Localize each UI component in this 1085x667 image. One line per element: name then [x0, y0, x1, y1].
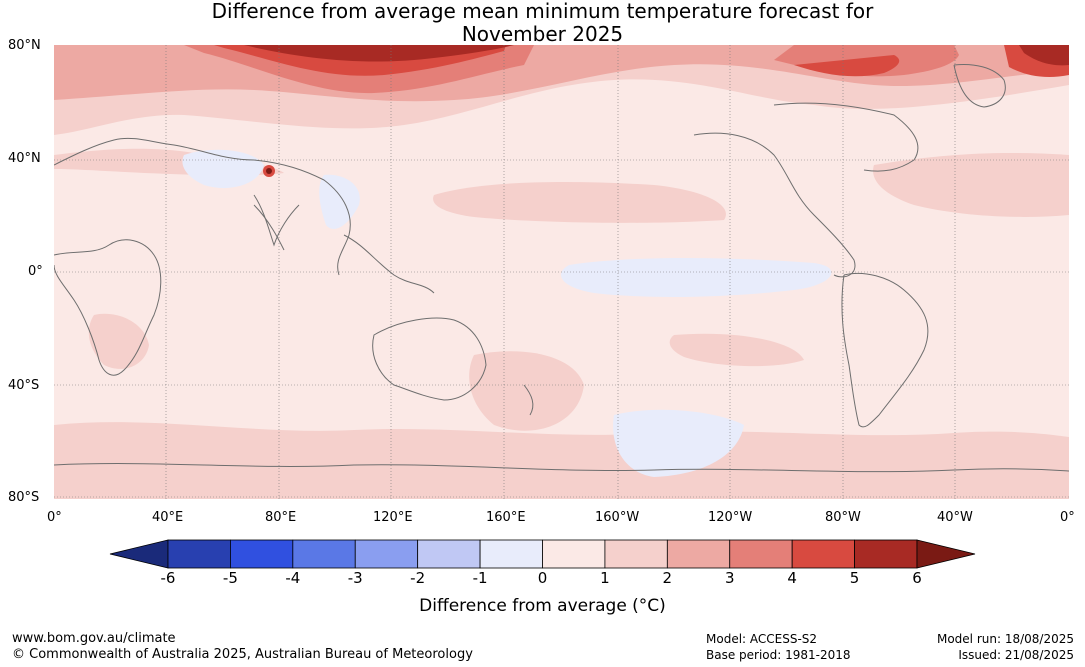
- lon-label-40e: 40°E: [152, 510, 184, 525]
- lat-label-40s: 40°S: [8, 378, 40, 393]
- forecast-map: [54, 45, 1069, 499]
- colorbar-tick-label: 0: [537, 569, 548, 587]
- colorbar-tick-label: 3: [724, 569, 735, 587]
- colorbar-tick-label: 2: [662, 569, 673, 587]
- footer-model-run: Model run: 18/08/2025: [936, 632, 1074, 646]
- lon-label-80w: 80°W: [825, 510, 861, 525]
- lon-label-120w: 120°W: [708, 510, 753, 525]
- colorbar-bin-2: [292, 539, 356, 569]
- colorbar-bin-1: [230, 539, 294, 569]
- map-title-line2: November 2025: [461, 22, 624, 46]
- lat-label-40n: 40°N: [8, 151, 41, 166]
- colorbar-tick-label: -2: [410, 569, 426, 587]
- lat-label-80s: 80°S: [8, 490, 40, 505]
- colorbar-bin-6: [542, 539, 606, 569]
- colorbar-bin-8: [666, 539, 731, 569]
- colorbar-tick-label: -4: [285, 569, 301, 587]
- footer-model: Model: ACCESS-S2: [706, 632, 818, 646]
- map-canvas: [54, 45, 1069, 499]
- colorbar-extend-high: [916, 539, 976, 569]
- lon-label-120e: 120°E: [373, 510, 413, 525]
- lon-label-160w: 160°W: [595, 510, 640, 525]
- colorbar-tick-label: 1: [600, 569, 610, 587]
- lon-label-160e: 160°E: [486, 510, 526, 525]
- lat-label-80n: 80°N: [8, 38, 41, 53]
- lon-label-0-left: 0°: [47, 510, 62, 525]
- lon-label-40w: 40°W: [937, 510, 973, 525]
- colorbar-bin-3: [354, 539, 419, 569]
- colorbar-label: Difference from average (°C): [419, 596, 666, 616]
- colorbar-bin-0: [167, 539, 231, 569]
- colorbar: [109, 539, 976, 569]
- colorbar-extend-low: [109, 539, 169, 569]
- map-title-line1: Difference from average mean minimum tem…: [211, 0, 874, 23]
- footer-base-period: Base period: 1981-2018: [706, 648, 851, 662]
- footer-copyright: © Commonwealth of Australia 2025, Austra…: [12, 647, 473, 662]
- footer-issued: Issued: 21/08/2025: [958, 648, 1074, 662]
- colorbar-tick-label: -6: [160, 569, 176, 587]
- colorbar-bin-7: [604, 539, 668, 569]
- colorbar-tick-label: 6: [912, 569, 922, 587]
- footer-website[interactable]: www.bom.gov.au/climate: [12, 631, 176, 646]
- colorbar-bin-10: [791, 539, 855, 569]
- lon-label-80e: 80°E: [265, 510, 297, 525]
- colorbar-tick-label: -1: [472, 569, 488, 587]
- colorbar-bin-4: [417, 539, 481, 569]
- colorbar-bin-5: [479, 539, 543, 569]
- colorbar-tick-label: -3: [347, 569, 363, 587]
- lat-label-equator: 0°: [28, 264, 43, 279]
- colorbar-bin-9: [729, 539, 793, 569]
- colorbar-tick-label: -5: [222, 569, 238, 587]
- colorbar-tick-label: 4: [787, 569, 797, 587]
- colorbar-bin-11: [854, 539, 918, 569]
- map-title: Difference from average mean minimum tem…: [0, 0, 1085, 46]
- lon-label-0-right: 0°: [1060, 510, 1075, 525]
- colorbar-tick-label: 5: [849, 569, 860, 587]
